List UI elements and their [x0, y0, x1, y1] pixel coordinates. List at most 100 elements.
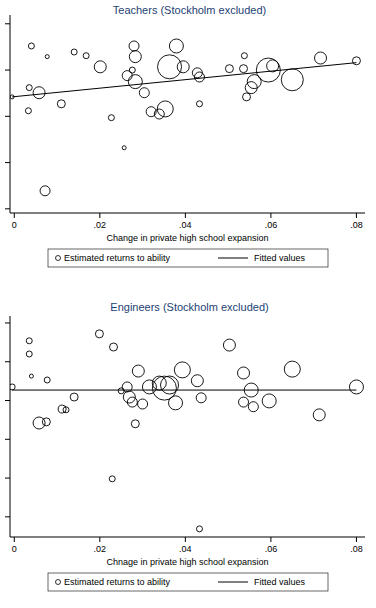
scatter-point	[109, 476, 115, 482]
scatter-point	[194, 72, 204, 82]
scatter-point	[315, 52, 327, 64]
scatter-point	[28, 43, 34, 49]
chart-title: Engineers (Stockholm excluded)	[110, 301, 268, 313]
legend-box	[48, 573, 328, 591]
x-tick-label: 0	[12, 220, 17, 230]
legend-box	[48, 249, 328, 267]
y-tick	[5, 361, 10, 362]
scatter-point	[161, 376, 179, 394]
fitted-line	[12, 63, 356, 97]
scatter-point	[40, 186, 50, 196]
legend-marker	[56, 580, 61, 585]
scatter-point	[129, 41, 139, 51]
scatter-point	[352, 57, 360, 65]
plot-area	[10, 330, 363, 532]
x-tick-label: .08	[350, 544, 363, 554]
scatter-point	[83, 53, 89, 59]
scatter-point	[313, 409, 325, 421]
scatter-point	[129, 51, 141, 63]
y-tick	[5, 322, 10, 323]
x-tick-label: 0	[12, 544, 17, 554]
scatter-point	[349, 380, 363, 394]
scatter-point	[243, 93, 251, 101]
scatter-point	[158, 55, 182, 79]
x-tick	[356, 537, 357, 542]
scatter-point	[225, 65, 233, 73]
scatter-point	[157, 101, 173, 117]
scatter-point	[122, 146, 126, 150]
y-tick	[5, 400, 10, 401]
x-tick	[185, 537, 186, 542]
scatter-point	[262, 394, 276, 408]
scatter-point	[223, 339, 235, 351]
legend: Estimated returns to abilityFitted value…	[48, 249, 328, 267]
x-axis	[10, 213, 365, 214]
scatter-point	[177, 61, 189, 73]
scatter-point	[10, 384, 15, 390]
x-tick	[99, 537, 100, 542]
scatter-point	[26, 338, 32, 344]
legend-line	[218, 258, 248, 259]
y-axis	[10, 316, 11, 537]
fitted-line	[12, 390, 356, 391]
y-axis	[10, 15, 11, 213]
scatter-point	[169, 39, 183, 53]
y-tick	[5, 208, 10, 209]
scatter-point	[58, 405, 66, 413]
scatter-point	[128, 75, 142, 89]
scatter-point	[123, 391, 135, 403]
scatter-point	[284, 361, 300, 377]
y-tick	[5, 162, 10, 163]
x-tick	[270, 213, 271, 218]
legend-label: Fitted values	[254, 577, 306, 587]
scatter-point	[108, 115, 114, 121]
y-tick	[5, 116, 10, 117]
scatter-point	[129, 67, 135, 73]
scatter-point	[196, 101, 202, 107]
scatter-point	[239, 397, 249, 407]
scatter-point	[71, 49, 77, 55]
y-tick	[5, 23, 10, 24]
x-tick-label: .02	[94, 544, 107, 554]
scatter-point	[169, 396, 183, 410]
scatter-point	[26, 85, 32, 91]
scatter-point	[42, 418, 50, 426]
x-tick-label: .06	[265, 544, 278, 554]
scatter-point	[33, 87, 45, 99]
y-tick	[5, 70, 10, 71]
x-tick	[185, 213, 186, 218]
scatter-point	[132, 365, 144, 377]
x-axis	[10, 537, 365, 538]
scatter-point	[94, 61, 106, 73]
scatter-point	[191, 375, 203, 387]
scatter-point	[45, 55, 49, 59]
chart: Engineers (Stockholm excluded) 0 .02 .04 .06…	[5, 301, 365, 591]
scatter-point	[29, 374, 33, 378]
legend-label: Estimated returns to ability	[64, 577, 171, 587]
x-tick	[99, 213, 100, 218]
chart: Teachers (Stockholm excluded)0.02.04.06.…	[5, 4, 365, 267]
scatter-point	[247, 75, 261, 89]
scatter-point	[174, 362, 190, 378]
scatter-point	[138, 399, 148, 409]
scatter-point	[26, 351, 32, 357]
x-tick-label: .04	[179, 544, 192, 554]
scatter-point	[196, 393, 206, 403]
x-tick-label: .06	[265, 220, 278, 230]
chart-title: Teachers (Stockholm excluded)	[113, 4, 266, 16]
figure: Teachers (Stockholm excluded) 0 .02 .04 .06.…	[0, 0, 376, 608]
x-axis-label: Chnage in private high school expansion	[106, 557, 268, 567]
scatter-point	[95, 330, 103, 338]
scatter-point	[196, 526, 202, 532]
scatter-point	[44, 377, 50, 383]
y-tick	[5, 439, 10, 440]
scatter-point	[256, 58, 280, 82]
legend-marker	[56, 256, 61, 261]
y-tick	[5, 516, 10, 517]
scatter-point	[70, 393, 78, 401]
scatter-point	[57, 100, 65, 108]
scatter-point	[248, 402, 258, 412]
x-tick-label: .04	[179, 220, 192, 230]
scatter-point	[238, 367, 250, 379]
legend: Estimated returns to ability Fitted value…	[48, 573, 328, 591]
